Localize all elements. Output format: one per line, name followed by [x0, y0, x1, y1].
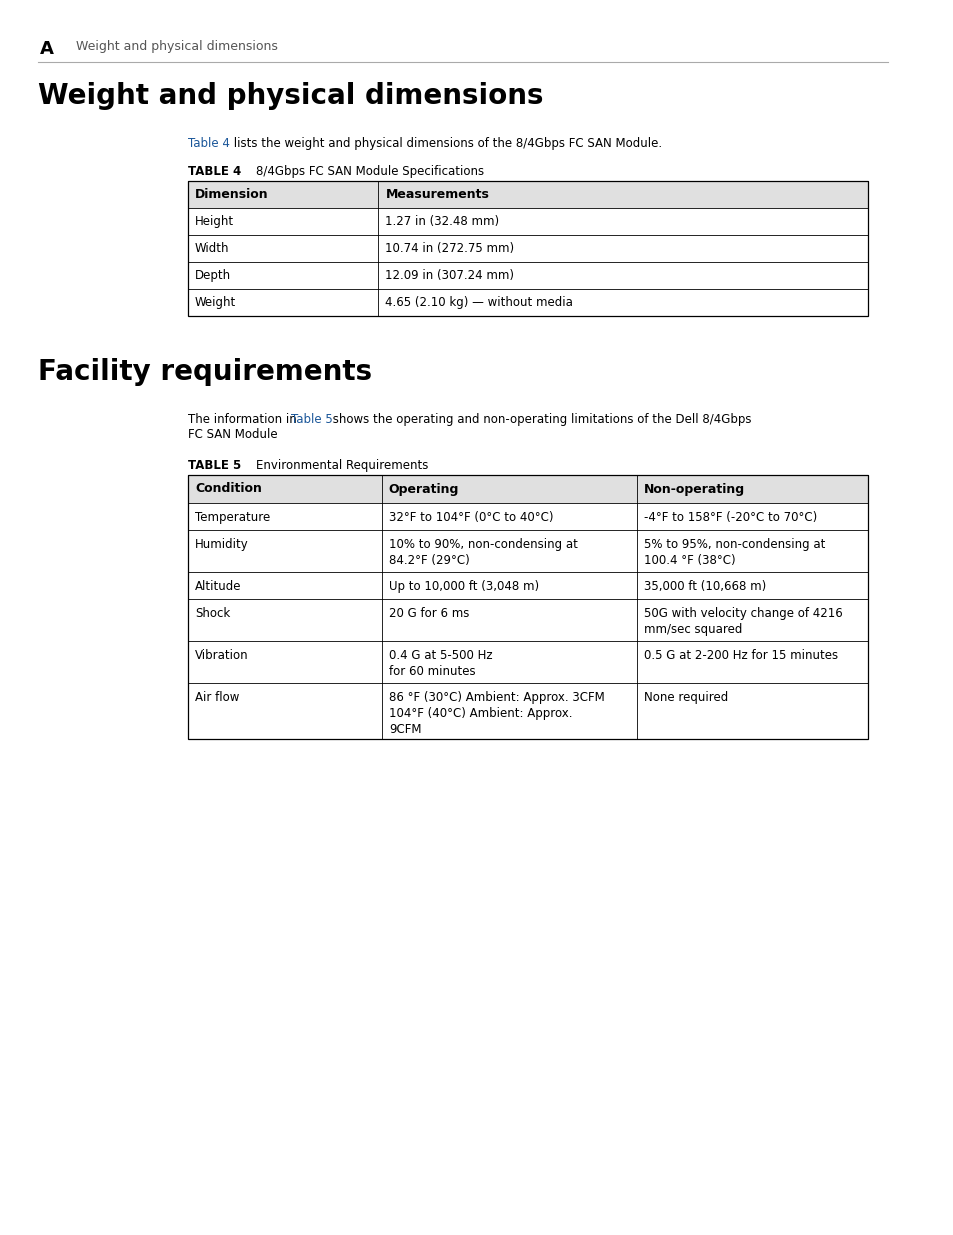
Text: None required: None required	[643, 692, 727, 704]
Bar	[188, 641, 867, 683]
Text: Non-operating: Non-operating	[643, 483, 744, 495]
Bar	[188, 182, 867, 207]
Text: Operating: Operating	[389, 483, 458, 495]
Text: Depth: Depth	[194, 269, 231, 282]
Bar	[188, 530, 867, 572]
Text: 0.5 G at 2-200 Hz for 15 minutes: 0.5 G at 2-200 Hz for 15 minutes	[643, 650, 837, 662]
Text: 0.4 G at 5-500 Hz
for 60 minutes: 0.4 G at 5-500 Hz for 60 minutes	[389, 650, 492, 678]
Bar	[188, 475, 867, 739]
Text: 20 G for 6 ms: 20 G for 6 ms	[389, 606, 469, 620]
Text: Weight and physical dimensions: Weight and physical dimensions	[76, 40, 277, 53]
Text: A: A	[40, 40, 53, 58]
Text: Up to 10,000 ft (3,048 m): Up to 10,000 ft (3,048 m)	[389, 580, 538, 593]
Bar	[188, 599, 867, 641]
Text: Weight: Weight	[194, 296, 236, 309]
Text: Shock: Shock	[194, 606, 230, 620]
Text: Height: Height	[194, 215, 233, 228]
Text: FC SAN Module: FC SAN Module	[188, 429, 277, 441]
Text: 86 °F (30°C) Ambient: Approx. 3CFM
104°F (40°C) Ambient: Approx.
9CFM: 86 °F (30°C) Ambient: Approx. 3CFM 104°F…	[389, 692, 604, 736]
Text: 50G with velocity change of 4216
mm/sec squared: 50G with velocity change of 4216 mm/sec …	[643, 606, 841, 636]
Text: 10.74 in (272.75 mm): 10.74 in (272.75 mm)	[385, 242, 514, 254]
Text: Vibration: Vibration	[194, 650, 249, 662]
Text: Measurements: Measurements	[385, 188, 489, 201]
Text: Air flow: Air flow	[194, 692, 239, 704]
Text: 10% to 90%, non-condensing at
84.2°F (29°C): 10% to 90%, non-condensing at 84.2°F (29…	[389, 538, 578, 567]
Text: Condition: Condition	[194, 483, 262, 495]
Bar	[188, 182, 867, 316]
Text: shows the operating and non-operating limitations of the Dell 8/4Gbps: shows the operating and non-operating li…	[329, 412, 751, 426]
Text: Width: Width	[194, 242, 230, 254]
Text: Altitude: Altitude	[194, 580, 241, 593]
Text: Table 4: Table 4	[188, 137, 230, 149]
Bar	[188, 235, 867, 262]
Text: Weight and physical dimensions: Weight and physical dimensions	[38, 82, 543, 110]
Text: TABLE 5: TABLE 5	[188, 459, 241, 472]
Text: The information in: The information in	[188, 412, 300, 426]
Text: lists the weight and physical dimensions of the 8/4Gbps FC SAN Module.: lists the weight and physical dimensions…	[230, 137, 661, 149]
Text: -4°F to 158°F (-20°C to 70°C): -4°F to 158°F (-20°C to 70°C)	[643, 511, 816, 524]
Bar	[188, 503, 867, 530]
Bar	[188, 262, 867, 289]
Bar	[188, 683, 867, 739]
Text: 32°F to 104°F (0°C to 40°C): 32°F to 104°F (0°C to 40°C)	[389, 511, 553, 524]
Text: Environmental Requirements: Environmental Requirements	[255, 459, 428, 472]
Text: 5% to 95%, non-condensing at
100.4 °F (38°C): 5% to 95%, non-condensing at 100.4 °F (3…	[643, 538, 824, 567]
Text: 4.65 (2.10 kg) — without media: 4.65 (2.10 kg) — without media	[385, 296, 573, 309]
Bar	[188, 475, 867, 503]
Text: Dimension: Dimension	[194, 188, 269, 201]
Text: Facility requirements: Facility requirements	[38, 358, 372, 387]
Text: 1.27 in (32.48 mm): 1.27 in (32.48 mm)	[385, 215, 499, 228]
Bar	[188, 289, 867, 316]
Bar	[188, 572, 867, 599]
Text: 35,000 ft (10,668 m): 35,000 ft (10,668 m)	[643, 580, 765, 593]
Text: Humidity: Humidity	[194, 538, 249, 551]
Text: Temperature: Temperature	[194, 511, 270, 524]
Text: 8/4Gbps FC SAN Module Specifications: 8/4Gbps FC SAN Module Specifications	[255, 165, 483, 178]
Text: 12.09 in (307.24 mm): 12.09 in (307.24 mm)	[385, 269, 514, 282]
Text: TABLE 4: TABLE 4	[188, 165, 241, 178]
Bar	[188, 207, 867, 235]
Text: Table 5: Table 5	[291, 412, 333, 426]
